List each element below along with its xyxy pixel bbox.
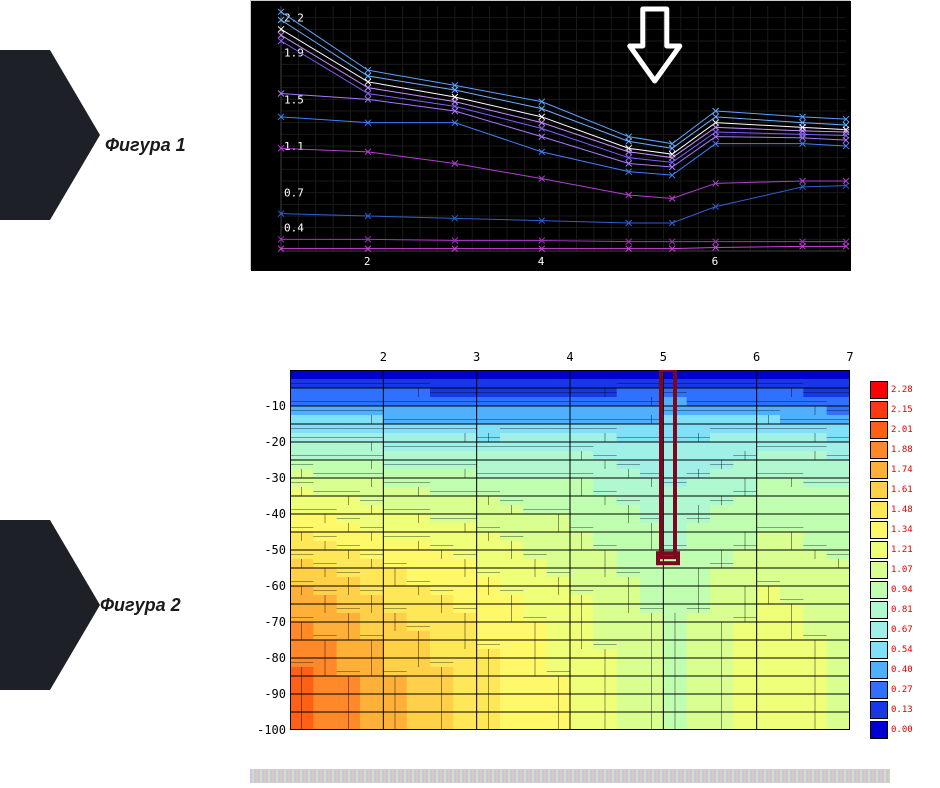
svg-text:4: 4 xyxy=(538,255,545,268)
svg-text:2.2: 2.2 xyxy=(284,12,304,25)
chevron-decoration xyxy=(0,50,50,220)
svg-text:2: 2 xyxy=(364,255,371,268)
svg-text:0.4: 0.4 xyxy=(284,222,304,235)
chevron-decoration xyxy=(0,520,50,690)
figure-1-label: Фигура 1 xyxy=(105,135,186,156)
svg-text:1.1: 1.1 xyxy=(284,140,304,153)
svg-text:6: 6 xyxy=(712,255,719,268)
svg-text:0.7: 0.7 xyxy=(284,187,304,200)
figure-2-label: Фигура 2 xyxy=(100,595,181,616)
figure-1-chart: 0.40.71.11.51.92.2246 xyxy=(250,0,850,270)
colorbar-legend: 2.282.152.011.881.741.611.481.341.211.07… xyxy=(870,380,920,740)
figure-2-chart: 234567 -10-20-30-40-50-60-70-80-90-100 2… xyxy=(250,350,920,740)
noise-bar-decoration xyxy=(250,769,890,783)
